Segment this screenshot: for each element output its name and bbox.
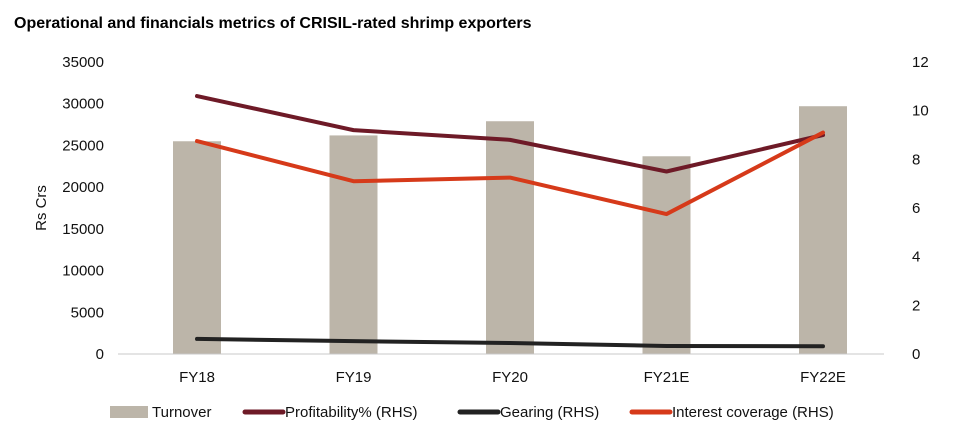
bar-turnover [642, 156, 691, 354]
bar-turnover [173, 141, 221, 354]
x-tick-label: FY18 [179, 369, 215, 386]
chart-title: Operational and financials metrics of CR… [14, 15, 532, 32]
y2-tick-label: 0 [912, 346, 920, 363]
y2-tick-label: 2 [912, 297, 920, 314]
x-tick-label: FY21E [644, 369, 690, 386]
y-axis-label: Rs Crs [33, 185, 50, 231]
line-profitability [195, 94, 825, 174]
legend-label: Profitability% (RHS) [285, 404, 418, 421]
y2-tick-label: 4 [912, 249, 920, 266]
x-tick-label: FY20 [492, 369, 528, 386]
line-gearing [195, 336, 825, 349]
y2-tick-label: 6 [912, 200, 920, 217]
legend-swatch-bar [110, 406, 148, 418]
bar-turnover [486, 121, 534, 354]
y-tick-label: 10000 [62, 263, 104, 280]
line-interest [195, 130, 825, 217]
y-tick-label: 35000 [62, 54, 104, 71]
x-tick-label: FY22E [800, 369, 846, 386]
y-tick-label: 30000 [62, 96, 104, 113]
x-tick-label: FY19 [336, 369, 372, 386]
y-tick-label: 5000 [71, 304, 104, 321]
y2-tick-label: 8 [912, 151, 920, 168]
y-tick-label: 0 [96, 346, 104, 363]
bar-turnover [329, 135, 378, 354]
bar-turnover [799, 106, 847, 355]
y2-tick-label: 10 [912, 103, 929, 120]
legend-label: Turnover [152, 404, 211, 421]
y-tick-label: 25000 [62, 137, 104, 154]
legend-label: Gearing (RHS) [500, 404, 599, 421]
y-tick-label: 15000 [62, 221, 104, 238]
y2-tick-label: 12 [912, 54, 929, 71]
y-tick-label: 20000 [62, 179, 104, 196]
legend-label: Interest coverage (RHS) [672, 404, 834, 421]
